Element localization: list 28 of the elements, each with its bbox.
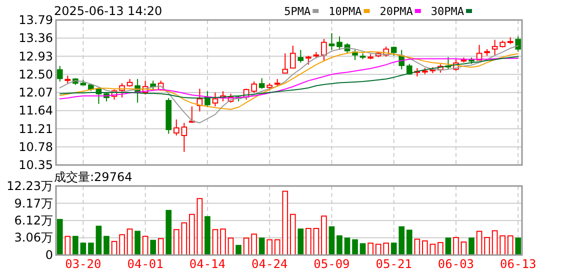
legend-label: 20PMA [380, 5, 414, 18]
y-tick-label: 12.50 [18, 67, 53, 82]
y-tick-label: 12.93 [18, 49, 53, 64]
x-tick-label: 05-21 [376, 257, 412, 271]
y-tick-label: 10.35 [18, 158, 53, 172]
y-tick-label: 9.17万 [14, 196, 53, 210]
y-tick-label: 6.12万 [14, 213, 53, 228]
y-tick-label: 3.06万 [14, 230, 53, 245]
x-tick-label: 04-24 [252, 257, 288, 271]
legend-label: 10PMA [328, 5, 362, 18]
x-tick-label: 04-14 [189, 257, 226, 271]
x-tick-label: 06-03 [438, 257, 474, 271]
y-tick-label: 13.79 [18, 13, 53, 27]
y-tick-label: 0 [45, 248, 53, 262]
y-tick-label: 10.78 [18, 140, 53, 154]
legend-label: 5PMA [284, 5, 311, 18]
x-tick-label: 06-13 [500, 257, 536, 271]
y-tick-label: 13.36 [18, 31, 53, 46]
chart-title: 2025-06-13 14:20 [54, 4, 162, 18]
legend-label: 30PMA [430, 5, 464, 18]
x-tick-label: 03-20 [65, 257, 102, 271]
y-tick-label: 12.07 [18, 86, 53, 100]
x-tick-label: 05-09 [314, 257, 350, 271]
x-tick-label: 04-01 [127, 257, 164, 271]
y-tick-label: 11.64 [18, 104, 53, 118]
chart-title: 成交量:29764 [54, 170, 132, 184]
y-tick-label: 12.23万 [6, 179, 53, 193]
y-tick-label: 11.21 [18, 122, 53, 136]
